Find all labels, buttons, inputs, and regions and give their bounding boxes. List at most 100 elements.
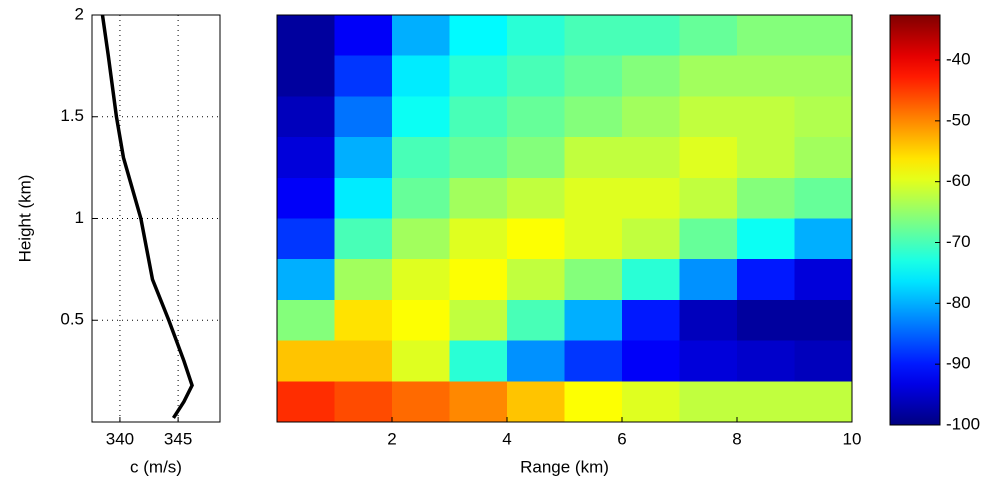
heat-cell: [277, 177, 335, 219]
heat-cell: [622, 259, 680, 301]
plot-frame: [91, 14, 221, 423]
heat-cell: [622, 340, 680, 382]
heat-cell: [794, 96, 853, 138]
heat-cell: [507, 177, 565, 219]
heat-cell: [564, 15, 623, 57]
heat-cell: [679, 15, 738, 57]
heat-cell: [564, 259, 623, 301]
heat-cell: [737, 96, 795, 138]
y-tick-label: 2: [75, 4, 84, 23]
heat-cell: [737, 299, 795, 342]
heat-cell: [392, 177, 450, 219]
heat-cell: [794, 299, 853, 342]
heat-cell: [794, 340, 853, 382]
heat-cell: [794, 259, 853, 301]
heat-cell: [392, 299, 450, 342]
heat-cell: [277, 137, 335, 179]
heat-cell: [622, 299, 680, 342]
heat-cell: [277, 96, 335, 138]
colorbar: [889, 14, 941, 426]
heat-cell: [334, 381, 393, 423]
x-tick-label: 4: [502, 429, 511, 448]
colorbar-tick-label: -90: [946, 354, 971, 373]
heat-cell: [449, 340, 508, 382]
colorbar-tick-label: -100: [946, 414, 980, 433]
plot-frame: [276, 14, 853, 423]
colorbar-tick-label: -60: [946, 171, 971, 190]
heat-cell: [679, 96, 738, 138]
y-axis-label: Height (km): [15, 175, 34, 263]
heat-cell: [794, 381, 853, 423]
heat-cell: [392, 218, 450, 260]
heat-cell: [564, 137, 623, 179]
heat-cell: [334, 96, 393, 138]
colorbar-tick-label: -40: [946, 49, 971, 68]
heat-cell: [277, 218, 335, 260]
heat-cell: [449, 177, 508, 219]
heat-cell: [679, 137, 738, 179]
colorbar-tick-label: -80: [946, 293, 971, 312]
heat-cell: [334, 15, 393, 57]
heat-cell: [679, 299, 738, 342]
heat-cell: [679, 381, 738, 423]
heat-cell: [277, 55, 335, 97]
heat-cell: [679, 177, 738, 219]
x-tick-label: 2: [387, 429, 396, 448]
heat-cell: [449, 96, 508, 138]
heat-cell: [564, 177, 623, 219]
heat-cell: [449, 55, 508, 97]
heat-cell: [794, 55, 853, 97]
x-tick-label: 345: [164, 429, 192, 448]
heat-cell: [334, 299, 393, 342]
y-tick-label: 1.5: [60, 106, 84, 125]
profile-line: [100, 14, 194, 419]
heat-cell: [622, 55, 680, 97]
y-tick-label: 0.5: [60, 310, 84, 329]
heat-cell: [392, 340, 450, 382]
heat-cell: [564, 299, 623, 342]
heat-cell: [507, 299, 565, 342]
heat-cell: [449, 259, 508, 301]
heat-cell: [737, 218, 795, 260]
heat-cell: [622, 15, 680, 57]
heat-cell: [277, 340, 335, 382]
heat-cell: [737, 381, 795, 423]
heat-cell: [507, 381, 565, 423]
heat-cell: [679, 259, 738, 301]
heat-cell: [507, 259, 565, 301]
heat-cell: [794, 15, 853, 57]
heat-cell: [334, 259, 393, 301]
heat-cell: [507, 218, 565, 260]
heat-cell: [737, 340, 795, 382]
heat-cell: [737, 55, 795, 97]
heat-cell: [622, 177, 680, 219]
heat-cell: [507, 137, 565, 179]
heat-cell: [794, 218, 853, 260]
x-tick-label: 340: [106, 429, 134, 448]
heat-cell: [449, 381, 508, 423]
x-tick-label: 6: [617, 429, 626, 448]
heat-cell: [679, 55, 738, 97]
colorbar-tick-label: -70: [946, 232, 971, 251]
heat-cell: [449, 137, 508, 179]
colorbar-tick-label: -50: [946, 110, 971, 129]
heat-cell: [277, 299, 335, 342]
heat-cell: [679, 340, 738, 382]
heat-cell: [277, 381, 335, 423]
heat-cell: [794, 177, 853, 219]
heat-cell: [334, 218, 393, 260]
heat-cell: [392, 96, 450, 138]
heat-cell: [564, 55, 623, 97]
heat-cell: [507, 340, 565, 382]
heat-cell: [392, 259, 450, 301]
heat-cell: [564, 340, 623, 382]
heat-cell: [622, 218, 680, 260]
x-axis-label: Range (km): [520, 457, 609, 476]
heat-cell: [622, 137, 680, 179]
heat-cell: [449, 15, 508, 57]
heat-cell: [334, 137, 393, 179]
heat-cell: [392, 137, 450, 179]
heat-cell: [564, 96, 623, 138]
heat-cell: [622, 381, 680, 423]
